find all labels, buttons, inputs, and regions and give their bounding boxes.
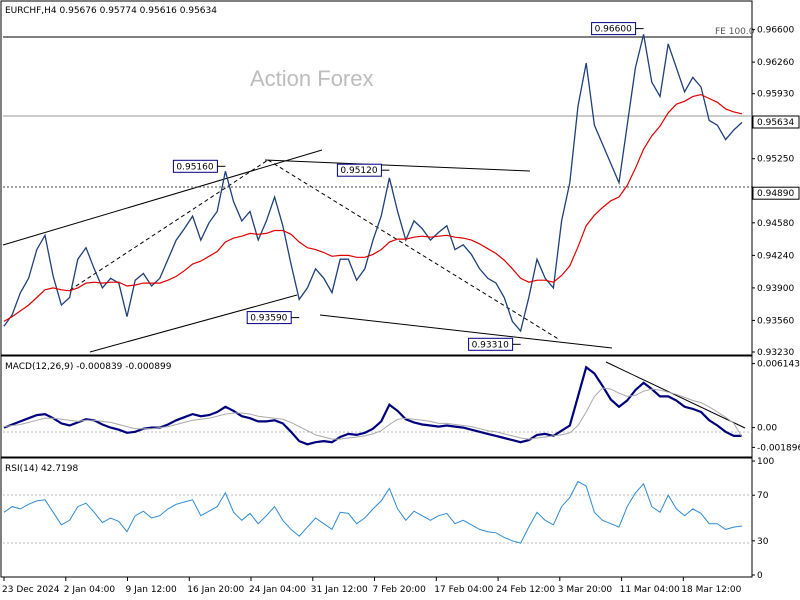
support-line (319, 314, 613, 349)
axis-layer: 0.96600 0.96260 0.95930 0.95634 0.95250 0.948… (2, 26, 800, 595)
fib-line-2 (267, 159, 561, 341)
y-tick-label: 0.006143 (757, 360, 800, 370)
annotation-layer: 0.95160 0.95120 0.93590 0.93310 0.96600 (172, 22, 644, 351)
x-tick-label: 3 Mar 20:00 (558, 585, 613, 595)
x-tick-label: 16 Jan 20:00 (187, 585, 244, 595)
dashed-lines (3, 159, 752, 341)
price-label-text: 0.95120 (340, 166, 377, 176)
rsi-panel (0, 457, 753, 578)
y-tick-label: 70 (757, 491, 769, 501)
rsi-line (3, 480, 743, 544)
y-tick-label: 0.94580 (757, 219, 794, 229)
signal-line (3, 387, 743, 440)
x-tick-label: 24 Jan 04:00 (249, 585, 306, 595)
symbol-header: EURCHF,H4 0.95676 0.95774 0.95616 0.9563… (5, 6, 217, 16)
resistance-line (264, 159, 531, 172)
macd-trendline (605, 361, 746, 429)
x-tick-label: 18 Mar 12:00 (681, 585, 741, 595)
level-price-box-label: 0.94890 (757, 189, 794, 199)
price-label-text: 0.93590 (250, 314, 287, 324)
trendlines (2, 36, 752, 429)
x-tick-label: 7 Feb 20:00 (373, 585, 427, 595)
y-tick-label: 0.95250 (757, 155, 794, 165)
x-tick-label: 9 Jan 12:00 (126, 585, 178, 595)
fe-level-label: FE 100.0 (715, 27, 755, 37)
series-layer (3, 34, 743, 544)
current-price-box (752, 115, 800, 129)
macd-title: MACD(12,26,9) -0.000839 -0.000899 (5, 362, 172, 372)
price-label-text: 0.95160 (176, 162, 213, 172)
price-line (3, 34, 743, 333)
macd-panel (0, 355, 753, 458)
x-tick-label: 2 Jan 04:00 (64, 585, 116, 595)
x-tick-label: 24 Feb 12:00 (496, 585, 555, 595)
moving-average-line (3, 93, 743, 322)
x-tick-label: 31 Jan 12:00 (311, 585, 368, 595)
y-tick-label: 0.93900 (757, 284, 794, 294)
y-tick-label: 30 (757, 537, 769, 547)
y-tick-label: 0.95930 (757, 90, 794, 100)
y-tick-label: 0.94240 (757, 251, 794, 261)
upper-channel-line (2, 149, 323, 246)
y-tick-label: 0.00 (757, 424, 777, 434)
y-tick-label: 0.93230 (757, 348, 794, 358)
price-label-text: 0.96600 (595, 25, 632, 35)
fib-line-1 (69, 159, 269, 291)
y-tick-label: 0 (757, 571, 763, 581)
current-price-box-label: 0.95634 (757, 118, 794, 128)
price-label-text: 0.93310 (472, 340, 509, 350)
y-tick-label: 0.93560 (757, 316, 794, 326)
lower-channel-line (89, 294, 298, 353)
y-tick-label: -0.001896 (757, 443, 800, 453)
macd-line (3, 365, 742, 446)
x-tick-label: 11 Mar 04:00 (620, 585, 680, 595)
level-price-box (752, 186, 800, 200)
y-tick-label: 100 (757, 457, 774, 467)
watermark: Action Forex (250, 66, 374, 91)
x-tick-label: 17 Feb 04:00 (434, 585, 493, 595)
price-panel (0, 0, 753, 356)
rsi-title: RSI(14) 42.7198 (5, 464, 78, 474)
y-tick-label: 0.96260 (757, 58, 794, 68)
x-tick-label: 23 Dec 2024 (2, 585, 60, 595)
y-tick-label: 0.96600 (757, 26, 794, 36)
